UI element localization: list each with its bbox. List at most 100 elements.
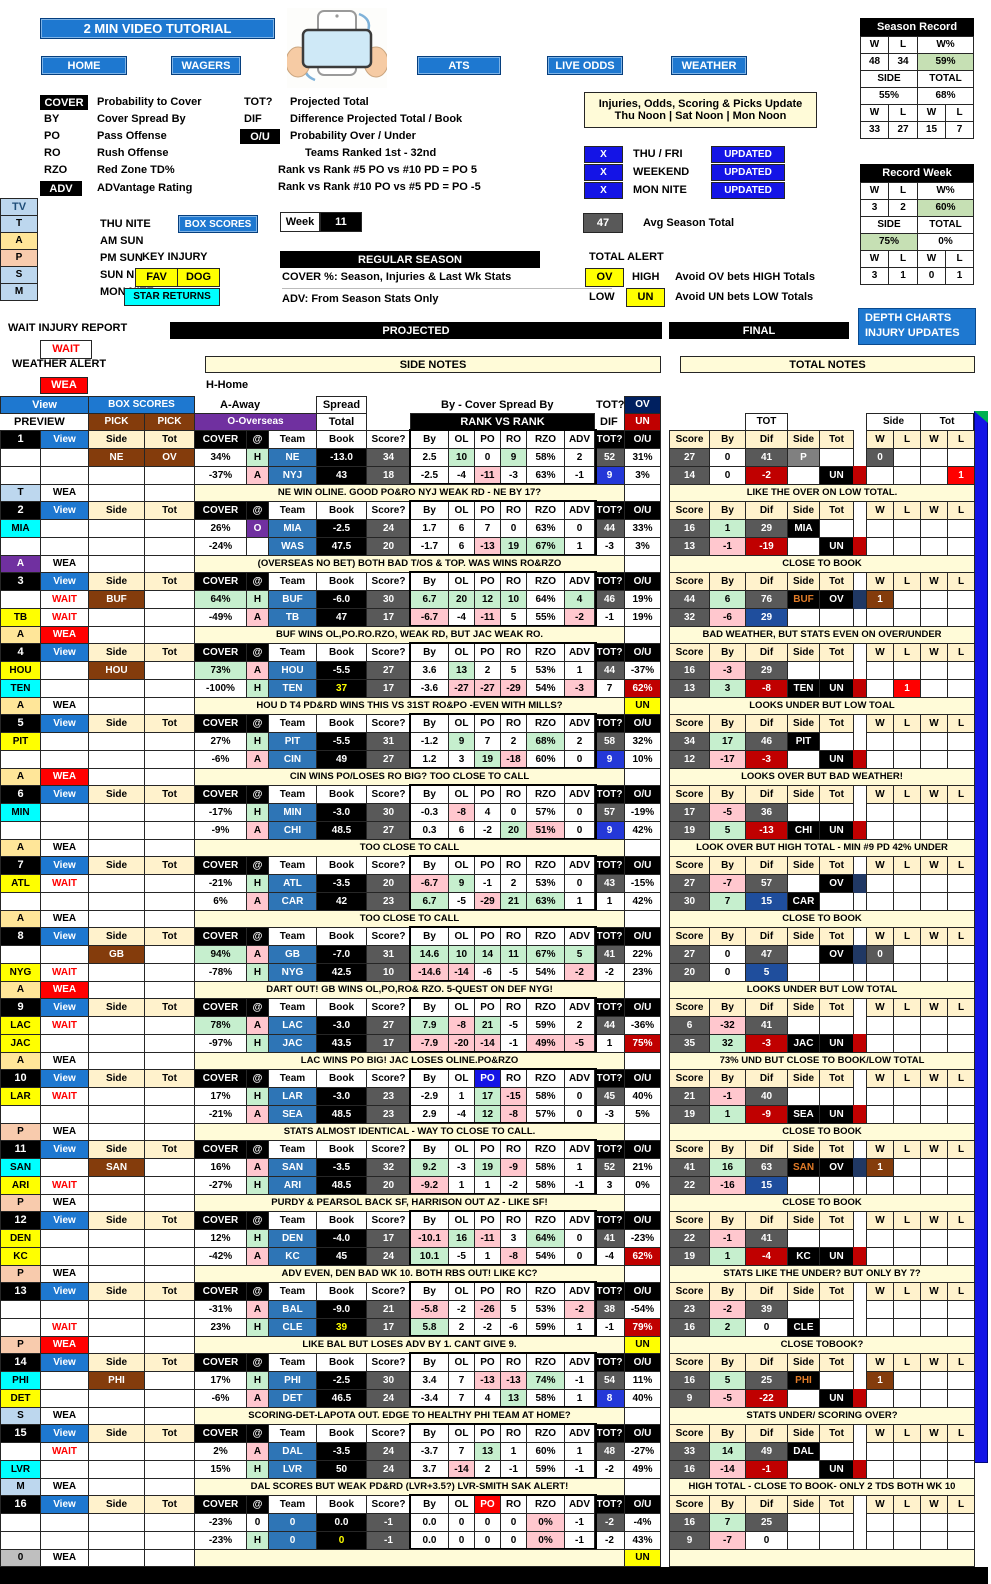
side-blank <box>88 1052 145 1070</box>
weather-flag[interactable]: WEA <box>40 1336 89 1354</box>
final-l-header: L <box>947 1495 975 1514</box>
tot-blank <box>144 1052 195 1070</box>
ro-rank: 13 <box>500 1389 527 1408</box>
view-button[interactable]: View <box>40 1495 89 1514</box>
final-w-header: W <box>920 643 948 662</box>
view-button[interactable]: View <box>40 1424 89 1443</box>
nav-weather-button[interactable]: WEATHER <box>671 56 747 75</box>
score-header: Score? <box>366 856 411 875</box>
home-away: H <box>246 1229 269 1248</box>
view-button[interactable]: View <box>40 1353 89 1372</box>
side-header: Side <box>88 785 145 804</box>
view-button[interactable]: View <box>40 1140 89 1159</box>
po-rank: -11 <box>474 1229 501 1248</box>
final-by-header: By <box>709 572 746 591</box>
view-button[interactable]: View <box>40 1069 89 1088</box>
view-button[interactable]: View <box>40 572 89 591</box>
view-button[interactable]: View <box>40 785 89 804</box>
final-side-header: Side <box>787 714 820 733</box>
season-wpct-header: W% <box>917 36 974 54</box>
legend-line: Rank vs Rank #5 PO vs #10 PD = PO 5 <box>278 164 478 176</box>
view-button[interactable]: View <box>40 714 89 733</box>
side-result <box>787 1229 820 1248</box>
weather-flag[interactable]: WEA <box>40 1194 89 1212</box>
view-button[interactable]: View <box>40 998 89 1017</box>
po-header: PO <box>474 1495 501 1514</box>
box-scores-column-header[interactable]: BOX SCORES <box>88 396 195 414</box>
po-rank: 17 <box>474 1087 501 1106</box>
adv-rating: 0 <box>564 1247 595 1266</box>
final-by-header: By <box>709 927 746 946</box>
team-cell: CLE <box>268 1318 317 1337</box>
adv-rating: -1 <box>564 1176 595 1195</box>
tot-pick <box>144 608 195 627</box>
weather-flag[interactable]: WEA <box>40 768 89 786</box>
side-win <box>866 1531 894 1550</box>
tot-blank <box>144 768 195 786</box>
box-scores-button[interactable]: BOX SCORES <box>178 215 258 233</box>
book-line: 48.5 <box>316 821 367 840</box>
team-tag <box>0 537 41 556</box>
tot-loss <box>947 590 975 609</box>
projected-score: 27 <box>366 750 411 769</box>
projected-total: -2 <box>594 1531 625 1550</box>
dif: 63 <box>745 1158 788 1177</box>
weather-flag[interactable]: WEA <box>40 1123 89 1141</box>
video-tutorial-button[interactable]: 2 MIN VIDEO TUTORIAL <box>40 18 275 39</box>
result-indicator <box>853 1460 866 1479</box>
home-away: H <box>246 874 269 893</box>
over-under-pct: 19% <box>624 608 661 627</box>
weather-flag[interactable]: WEA <box>40 910 89 928</box>
weather-flag[interactable]: WEA <box>40 981 89 999</box>
nav-home-button[interactable]: HOME <box>41 56 127 75</box>
team-cell: CIN <box>268 750 317 769</box>
tv-slot: A <box>0 910 41 928</box>
weather-flag[interactable]: WEA <box>40 839 89 857</box>
weather-flag[interactable]: WEA <box>40 626 89 644</box>
tot-pick <box>144 1158 195 1177</box>
view-button[interactable]: View <box>40 856 89 875</box>
by-value: 10.1 <box>410 1247 449 1266</box>
view-button[interactable]: View <box>40 1211 89 1230</box>
rzo-header: RZO <box>526 1424 565 1443</box>
depth-charts-button[interactable]: DEPTH CHARTS INJURY UPDATES <box>858 308 976 345</box>
team-header: Team <box>268 430 317 449</box>
weather-flag[interactable]: WEA <box>40 1407 89 1425</box>
view-button[interactable]: View <box>40 927 89 946</box>
team-tag: TEN <box>0 679 41 698</box>
view-button[interactable]: View <box>40 643 89 662</box>
weather-flag[interactable]: WEA <box>40 697 89 715</box>
weather-flag[interactable]: WEA <box>40 555 89 573</box>
book-line: -7.0 <box>316 945 367 964</box>
adv-header: ADV <box>564 1353 595 1372</box>
view-button[interactable]: View <box>40 430 89 449</box>
adv-header: ADV <box>564 856 595 875</box>
side-note: LIKE BAL BUT LOSES ADV BY 1. CANT GIVE 9… <box>194 1336 625 1354</box>
view-or-wait <box>40 1371 89 1390</box>
view-or-wait <box>40 750 89 769</box>
adv-rating: 1 <box>564 537 595 556</box>
book-header: Book <box>316 927 367 946</box>
weather-flag[interactable]: WEA <box>40 484 89 502</box>
nav-ats-button[interactable]: ATS <box>417 56 501 75</box>
weather-flag[interactable]: WEA <box>40 1478 89 1496</box>
nav-live-odds-button[interactable]: LIVE ODDS <box>547 56 623 75</box>
po-rank: 14 <box>474 945 501 964</box>
home-away: A <box>246 945 269 964</box>
weather-flag[interactable]: WEA <box>40 1265 89 1283</box>
nav-wagers-button[interactable]: WAGERS <box>171 56 241 75</box>
cover-pct: -24% <box>194 537 247 556</box>
view-button[interactable]: View <box>40 1282 89 1301</box>
view-or-wait <box>40 448 89 467</box>
final-side-header: Side <box>787 1211 820 1230</box>
cover-header: COVER <box>194 1282 247 1301</box>
view-or-wait: WAIT <box>40 590 89 609</box>
team-tag: PHI <box>0 1371 41 1390</box>
weather-flag[interactable]: WEA <box>40 1549 89 1567</box>
view-button[interactable]: View <box>40 501 89 520</box>
final-l-header: L <box>893 785 921 804</box>
game-block-13: 13 View Side Tot COVER @ Team Book Score? By OL PO R… <box>0 1281 991 1354</box>
weather-flag[interactable]: WEA <box>40 1052 89 1070</box>
season-wins: 48 <box>860 53 889 71</box>
cover-header: COVER <box>194 1069 247 1088</box>
